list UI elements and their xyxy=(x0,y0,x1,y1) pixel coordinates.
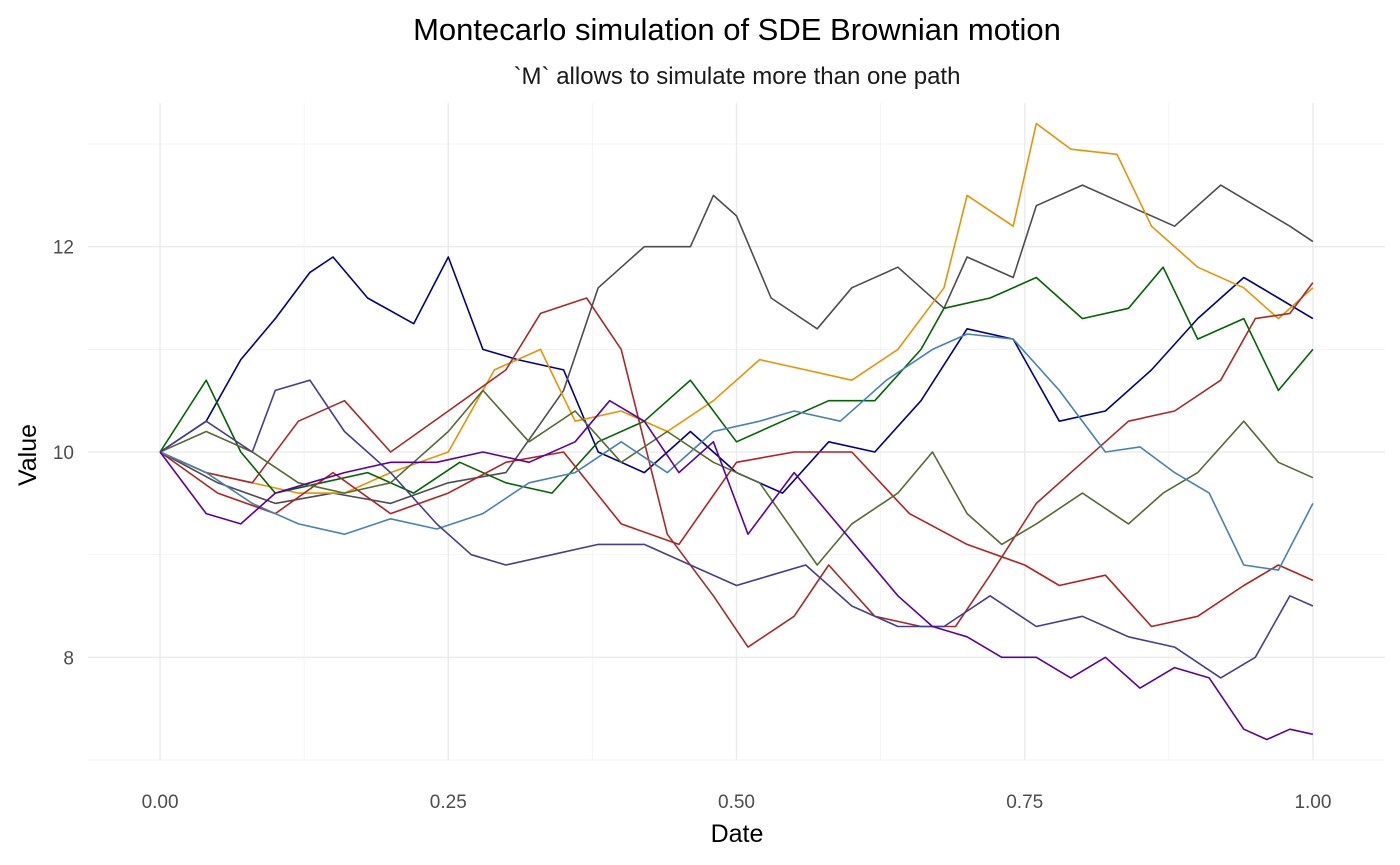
y-tick-labels: 8 10 12 xyxy=(53,238,74,670)
series-line-7 xyxy=(159,389,1314,566)
y-axis-title: Value xyxy=(14,424,42,486)
series-line-2 xyxy=(159,184,1314,505)
x-tick-label: 0.00 xyxy=(142,792,179,813)
series-line-5 xyxy=(159,282,1314,648)
series-line-9 xyxy=(159,379,1314,679)
y-tick-label: 12 xyxy=(53,238,74,259)
series-group xyxy=(159,122,1314,741)
series-line-1 xyxy=(159,256,1314,494)
series-line-8 xyxy=(159,333,1314,571)
x-tick-label: 1.00 xyxy=(1294,792,1331,813)
series-line-4 xyxy=(159,266,1314,494)
chart-title: Montecarlo simulation of SDE Brownian mo… xyxy=(413,12,1061,47)
series-line-10 xyxy=(159,399,1314,741)
x-axis-title: Date xyxy=(711,820,764,848)
series-line-3 xyxy=(159,122,1314,494)
grid xyxy=(88,103,1385,761)
y-tick-label: 8 xyxy=(63,648,74,669)
x-tick-label: 0.25 xyxy=(430,792,467,813)
x-tick-labels: 0.00 0.25 0.50 0.75 1.00 xyxy=(142,792,1332,813)
y-tick-label: 10 xyxy=(53,443,74,464)
series-line-6 xyxy=(159,451,1314,628)
x-tick-label: 0.50 xyxy=(718,792,755,813)
chart-subtitle: `M` allows to simulate more than one pat… xyxy=(514,63,961,90)
x-tick-label: 0.75 xyxy=(1006,792,1043,813)
